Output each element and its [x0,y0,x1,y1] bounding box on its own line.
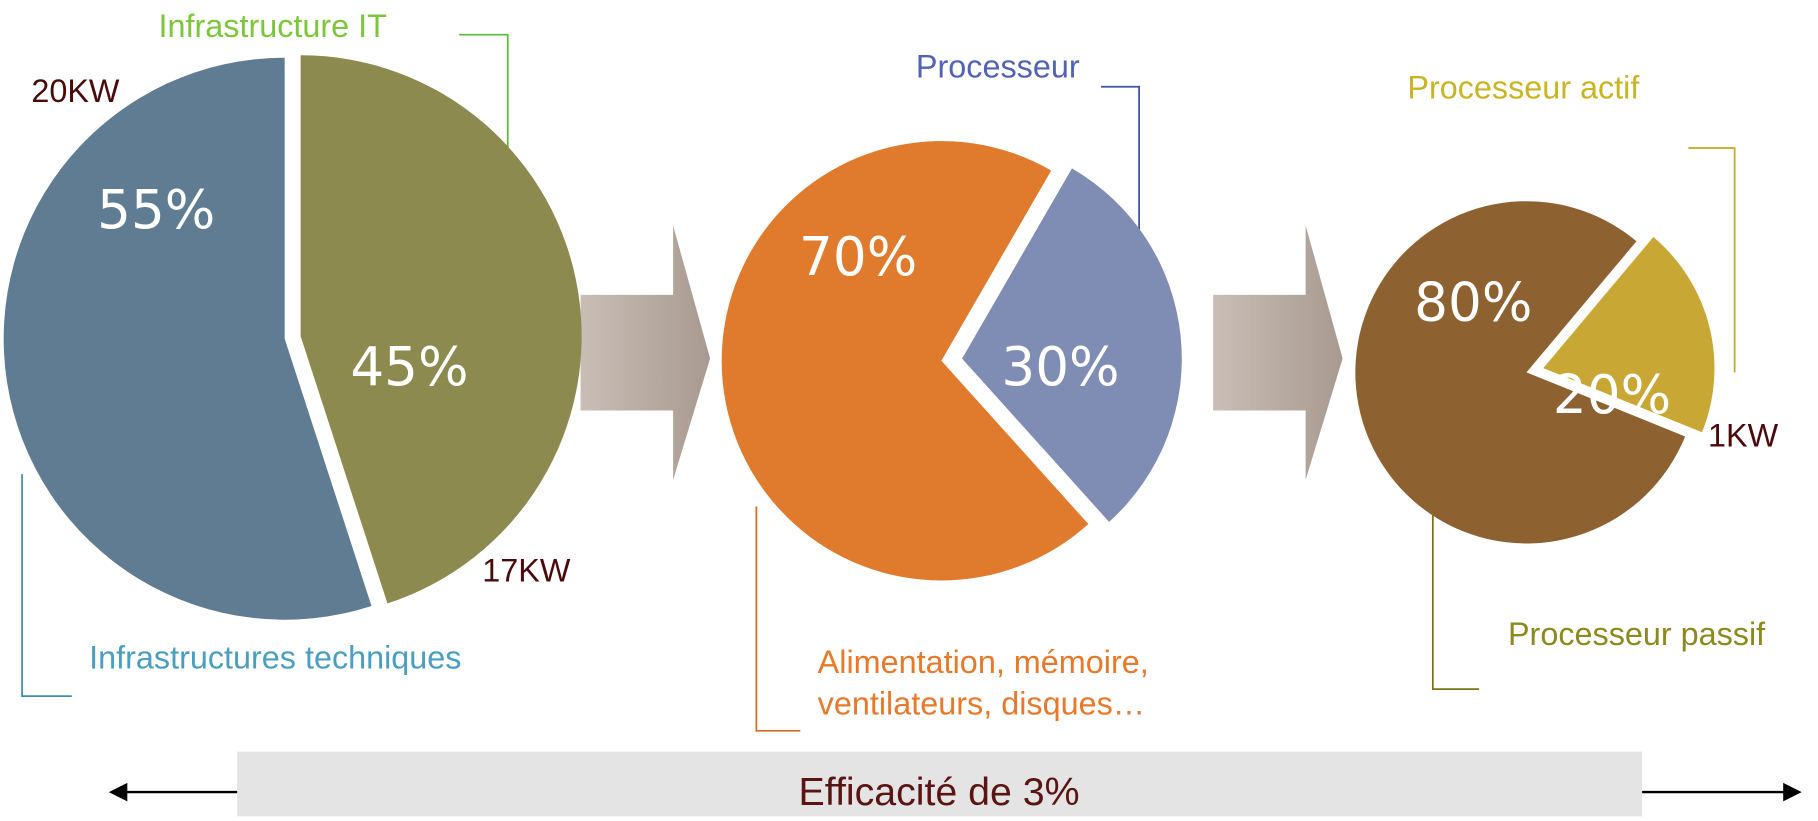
value-label: 55% [97,179,215,241]
leader-line [1688,147,1736,373]
flow-arrow [580,225,711,480]
annotation: 1KW [1708,417,1779,453]
value-label: 70% [799,226,917,288]
category-label: Infrastructure IT [159,8,388,44]
flow-arrow [1213,225,1343,480]
banner-box [237,751,1643,817]
category-label-box: Alimentation, mémoire, ventilateurs, dis… [817,644,1149,722]
pie-slice [300,55,582,604]
leader-line [21,474,72,697]
category-label: Processeur passif [1508,616,1766,652]
value-label: 80% [1414,271,1532,333]
pies: 55% Infrastructures techniques 45% Infrastr… [3,8,1779,722]
banner-arrow-head [108,782,128,802]
pie-slice [721,141,1089,581]
category-label: Infrastructures techniques [89,639,461,675]
pie-slice [962,168,1182,522]
pie-slice [1355,201,1686,544]
annotation: 17KW [482,553,571,589]
pie-slice [1543,237,1715,433]
value-label: 45% [350,336,468,398]
value-label: 30% [1001,336,1119,398]
pie-slice [3,57,372,620]
value-label: 20% [1553,364,1671,426]
category-label: Processeur [916,48,1080,84]
banner-text: Efficacité de 3% [799,770,1080,814]
annotation: 20KW [31,73,120,109]
leader-line [755,506,801,732]
category-label: Processeur actif [1407,69,1640,105]
category-label: Alimentation, mémoire, ventilateurs, dis… [817,644,1149,722]
banner-arrow-head [1783,782,1802,802]
leader-line [1431,462,1480,691]
